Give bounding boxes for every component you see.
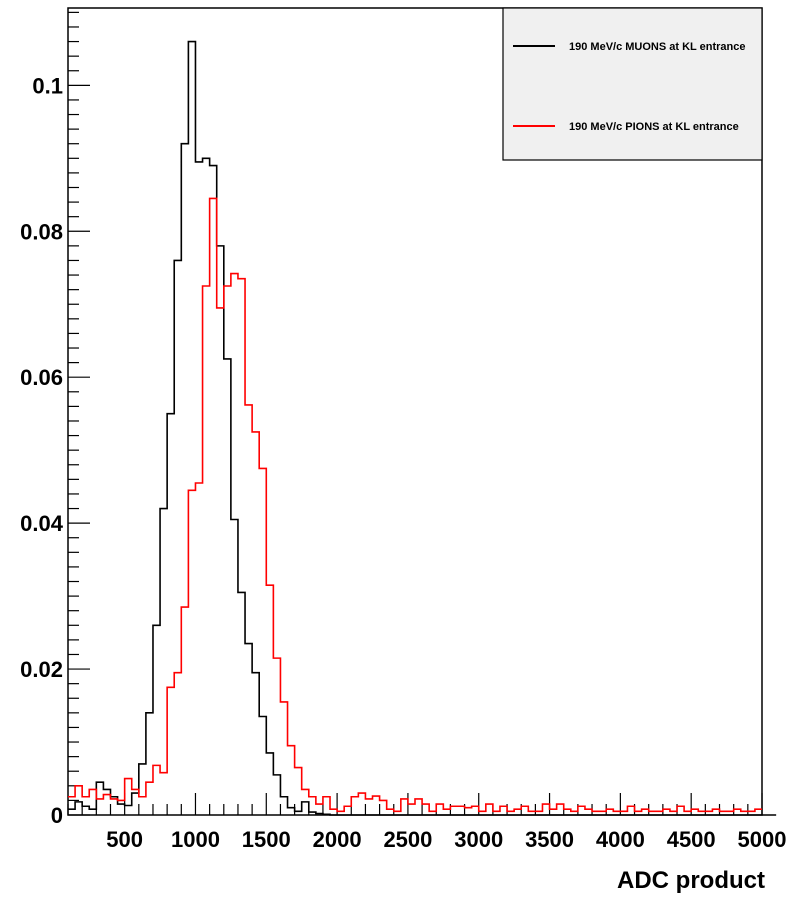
legend-label: 190 MeV/c MUONS at KL entrance bbox=[569, 41, 745, 53]
x-tick-label: 5000 bbox=[738, 827, 787, 852]
x-tick-label: 3000 bbox=[454, 827, 503, 852]
x-tick-label: 2500 bbox=[383, 827, 432, 852]
y-tick-label: 0 bbox=[51, 803, 63, 828]
x-tick-label: 2000 bbox=[313, 827, 362, 852]
x-tick-label: 4500 bbox=[667, 827, 716, 852]
series-layer bbox=[68, 40, 777, 816]
x-tick-label: 1500 bbox=[242, 827, 291, 852]
y-tick-label: 0.06 bbox=[20, 365, 63, 390]
legend-label: 190 MeV/c PIONS at KL entrance bbox=[569, 121, 739, 133]
axes: 500 1000 1500 2000 2500 3000 3500 4000 4500 5000 0… bbox=[20, 7, 787, 852]
legend: 190 MeV/c MUONS at KL entrance 190 MeV/c … bbox=[502, 7, 763, 161]
y-tick-label: 0.08 bbox=[20, 219, 63, 244]
x-axis-title: ADC product bbox=[617, 867, 765, 894]
y-tick-label: 0.1 bbox=[32, 73, 63, 98]
legend-box bbox=[502, 7, 763, 161]
x-tick-label: 500 bbox=[106, 827, 143, 852]
series-1-line bbox=[68, 197, 762, 813]
x-tick-label: 1000 bbox=[171, 827, 220, 852]
y-tick-label: 0.02 bbox=[20, 657, 63, 682]
x-tick-label: 4000 bbox=[596, 827, 645, 852]
x-tick-label: 3500 bbox=[525, 827, 574, 852]
series-0-line bbox=[68, 40, 777, 816]
y-tick-label: 0.04 bbox=[20, 511, 64, 536]
